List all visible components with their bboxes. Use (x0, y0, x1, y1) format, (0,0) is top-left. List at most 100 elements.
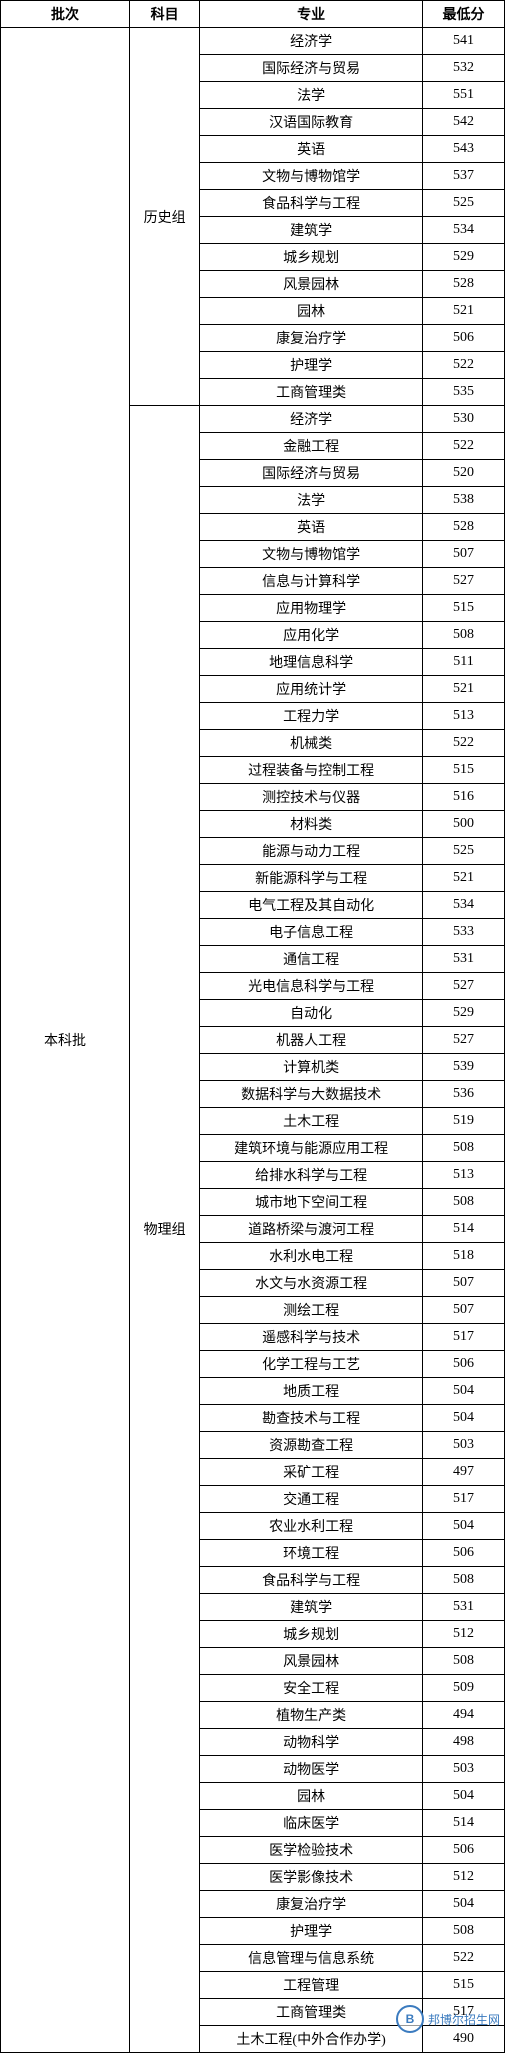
score-cell: 508 (422, 1648, 504, 1675)
major-cell: 园林 (200, 298, 423, 325)
score-cell: 497 (422, 1459, 504, 1486)
header-batch: 批次 (1, 1, 130, 28)
score-cell: 511 (422, 649, 504, 676)
major-cell: 交通工程 (200, 1486, 423, 1513)
major-cell: 动物医学 (200, 1756, 423, 1783)
score-cell: 541 (422, 28, 504, 55)
score-cell: 520 (422, 460, 504, 487)
score-cell: 503 (422, 1432, 504, 1459)
score-cell: 516 (422, 784, 504, 811)
major-cell: 国际经济与贸易 (200, 55, 423, 82)
major-cell: 地质工程 (200, 1378, 423, 1405)
score-cell: 517 (422, 1324, 504, 1351)
major-cell: 给排水科学与工程 (200, 1162, 423, 1189)
major-cell: 电子信息工程 (200, 919, 423, 946)
major-cell: 法学 (200, 82, 423, 109)
major-cell: 文物与博物馆学 (200, 541, 423, 568)
major-cell: 建筑学 (200, 1594, 423, 1621)
score-cell: 529 (422, 1000, 504, 1027)
score-cell: 525 (422, 190, 504, 217)
score-cell: 515 (422, 757, 504, 784)
major-cell: 法学 (200, 487, 423, 514)
major-cell: 食品科学与工程 (200, 1567, 423, 1594)
major-cell: 康复治疗学 (200, 325, 423, 352)
score-cell: 514 (422, 1216, 504, 1243)
score-cell: 531 (422, 1594, 504, 1621)
score-cell: 529 (422, 244, 504, 271)
major-cell: 勘查技术与工程 (200, 1405, 423, 1432)
score-cell: 527 (422, 1027, 504, 1054)
major-cell: 工商管理类 (200, 1999, 423, 2026)
major-cell: 数据科学与大数据技术 (200, 1081, 423, 1108)
score-cell: 506 (422, 1351, 504, 1378)
score-cell: 543 (422, 136, 504, 163)
major-cell: 英语 (200, 514, 423, 541)
score-cell: 504 (422, 1891, 504, 1918)
score-cell: 515 (422, 595, 504, 622)
score-cell: 506 (422, 1540, 504, 1567)
score-cell: 539 (422, 1054, 504, 1081)
subject-cell: 物理组 (129, 406, 199, 2053)
score-cell: 513 (422, 1162, 504, 1189)
major-cell: 安全工程 (200, 1675, 423, 1702)
score-cell: 530 (422, 406, 504, 433)
major-cell: 资源勘查工程 (200, 1432, 423, 1459)
major-cell: 测绘工程 (200, 1297, 423, 1324)
table-header-row: 批次 科目 专业 最低分 (1, 1, 505, 28)
score-cell: 521 (422, 865, 504, 892)
major-cell: 道路桥梁与渡河工程 (200, 1216, 423, 1243)
header-subject: 科目 (129, 1, 199, 28)
major-cell: 信息与计算科学 (200, 568, 423, 595)
major-cell: 经济学 (200, 28, 423, 55)
score-cell: 551 (422, 82, 504, 109)
score-cell: 517 (422, 1999, 504, 2026)
major-cell: 新能源科学与工程 (200, 865, 423, 892)
score-cell: 503 (422, 1756, 504, 1783)
major-cell: 化学工程与工艺 (200, 1351, 423, 1378)
score-cell: 528 (422, 514, 504, 541)
score-cell: 508 (422, 1189, 504, 1216)
score-cell: 504 (422, 1783, 504, 1810)
major-cell: 自动化 (200, 1000, 423, 1027)
major-cell: 食品科学与工程 (200, 190, 423, 217)
major-cell: 测控技术与仪器 (200, 784, 423, 811)
score-cell: 512 (422, 1621, 504, 1648)
table-row: 本科批历史组经济学541 (1, 28, 505, 55)
major-cell: 医学影像技术 (200, 1864, 423, 1891)
score-cell: 500 (422, 811, 504, 838)
major-cell: 机械类 (200, 730, 423, 757)
score-cell: 504 (422, 1405, 504, 1432)
major-cell: 城乡规划 (200, 244, 423, 271)
score-cell: 536 (422, 1081, 504, 1108)
subject-cell: 历史组 (129, 28, 199, 406)
score-cell: 527 (422, 568, 504, 595)
major-cell: 城乡规划 (200, 1621, 423, 1648)
major-cell: 动物科学 (200, 1729, 423, 1756)
score-cell: 519 (422, 1108, 504, 1135)
major-cell: 建筑环境与能源应用工程 (200, 1135, 423, 1162)
major-cell: 信息管理与信息系统 (200, 1945, 423, 1972)
major-cell: 园林 (200, 1783, 423, 1810)
score-cell: 538 (422, 487, 504, 514)
major-cell: 国际经济与贸易 (200, 460, 423, 487)
score-cell: 515 (422, 1972, 504, 1999)
score-cell: 509 (422, 1675, 504, 1702)
major-cell: 经济学 (200, 406, 423, 433)
major-cell: 材料类 (200, 811, 423, 838)
score-cell: 498 (422, 1729, 504, 1756)
score-cell: 508 (422, 1135, 504, 1162)
score-cell: 521 (422, 298, 504, 325)
score-cell: 508 (422, 1567, 504, 1594)
major-cell: 通信工程 (200, 946, 423, 973)
score-cell: 522 (422, 1945, 504, 1972)
major-cell: 临床医学 (200, 1810, 423, 1837)
score-cell: 517 (422, 1486, 504, 1513)
major-cell: 工程管理 (200, 1972, 423, 1999)
major-cell: 城市地下空间工程 (200, 1189, 423, 1216)
major-cell: 康复治疗学 (200, 1891, 423, 1918)
major-cell: 过程装备与控制工程 (200, 757, 423, 784)
major-cell: 植物生产类 (200, 1702, 423, 1729)
admission-table: 批次 科目 专业 最低分 本科批历史组经济学541国际经济与贸易532法学551… (0, 0, 505, 2053)
batch-cell: 本科批 (1, 28, 130, 2053)
score-cell: 507 (422, 1270, 504, 1297)
